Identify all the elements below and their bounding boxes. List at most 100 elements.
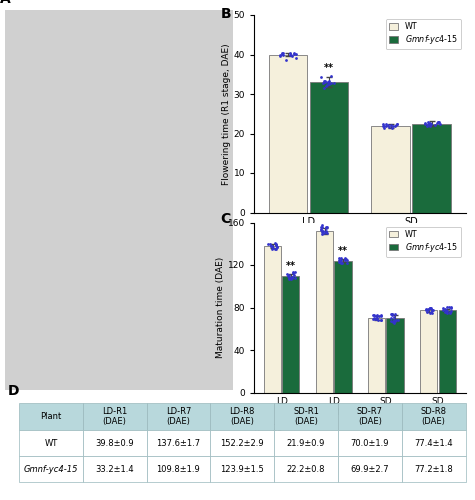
Point [441,305,448,313]
Text: C: C [220,212,230,226]
Point [268,245,276,253]
Point [338,259,345,267]
Point [441,308,449,316]
Point [370,314,377,322]
Point [320,78,328,86]
Bar [402,456,466,482]
Point [322,82,330,90]
Point [343,258,351,266]
Point [337,259,345,267]
Point [272,241,279,249]
Point [287,276,295,283]
Point [341,254,348,262]
Point [429,306,437,314]
Point [373,312,381,320]
Point [290,271,298,279]
Text: 137.6±1.7: 137.6±1.7 [156,438,200,448]
Point [446,310,454,318]
Point [272,245,279,253]
Point [374,316,381,324]
Point [389,124,396,132]
Point [372,312,380,320]
Point [387,310,395,318]
Point [276,52,284,60]
Point [426,119,434,127]
Bar [274,402,338,430]
Point [317,222,325,230]
Point [291,268,299,276]
Point [279,50,286,58]
Bar [338,402,402,430]
Point [390,312,398,320]
Point [290,269,297,277]
Point [318,73,325,81]
Point [273,243,280,251]
Point [323,226,330,234]
Bar [402,430,466,456]
Point [428,308,436,316]
Point [285,272,292,280]
Point [373,314,381,322]
Text: Gmnf-yc4-15: Gmnf-yc4-15 [24,464,78,473]
Point [323,230,331,237]
Text: **: ** [338,246,348,256]
Point [288,52,295,60]
Text: 77.2±1.8: 77.2±1.8 [414,464,453,473]
Text: **: ** [324,62,334,72]
Point [342,256,349,264]
Point [342,254,350,262]
Point [443,303,450,311]
Point [291,274,299,282]
Point [424,118,431,126]
Point [272,242,280,250]
Point [283,270,291,278]
Point [426,304,434,312]
Point [393,120,400,128]
Bar [147,402,210,430]
Point [426,304,433,312]
Point [442,306,449,314]
Point [388,121,395,129]
Text: Plant: Plant [40,412,62,421]
Text: n = 15: n = 15 [294,250,323,259]
Text: 123.9±1.5: 123.9±1.5 [220,464,264,473]
Point [388,316,395,324]
Point [446,308,454,316]
Point [439,304,447,312]
Point [318,224,325,232]
Point [379,120,387,128]
Point [423,308,430,316]
Text: 33.2±1.4: 33.2±1.4 [95,464,134,473]
Text: 22.2±0.8: 22.2±0.8 [287,464,325,473]
Point [394,316,401,324]
Bar [147,430,210,456]
Point [286,50,294,58]
Point [426,122,434,130]
Legend: WT, $Gmnf$-$yc4$-15: WT, $Gmnf$-$yc4$-15 [386,226,462,257]
Legend: WT, $Gmnf$-$yc4$-15: WT, $Gmnf$-$yc4$-15 [386,19,462,50]
Point [265,240,272,248]
Point [389,311,396,319]
Point [327,78,334,86]
Point [425,306,432,314]
Point [343,256,351,264]
Text: LD-R7
(DAE): LD-R7 (DAE) [166,406,191,426]
Point [434,119,441,127]
Point [445,304,453,312]
Point [285,276,293,283]
Point [427,120,435,128]
Point [390,317,397,325]
Point [380,124,388,132]
Point [393,120,400,128]
Bar [210,456,274,482]
Point [288,273,296,281]
Text: SD-R8
(DAE): SD-R8 (DAE) [420,406,446,426]
Text: SD-R7
(DAE): SD-R7 (DAE) [357,406,383,426]
Point [318,228,326,236]
Point [390,122,397,130]
Bar [420,310,437,392]
Text: 77.4±1.4: 77.4±1.4 [414,438,453,448]
Point [292,50,300,58]
Point [383,120,390,128]
Point [325,76,333,84]
